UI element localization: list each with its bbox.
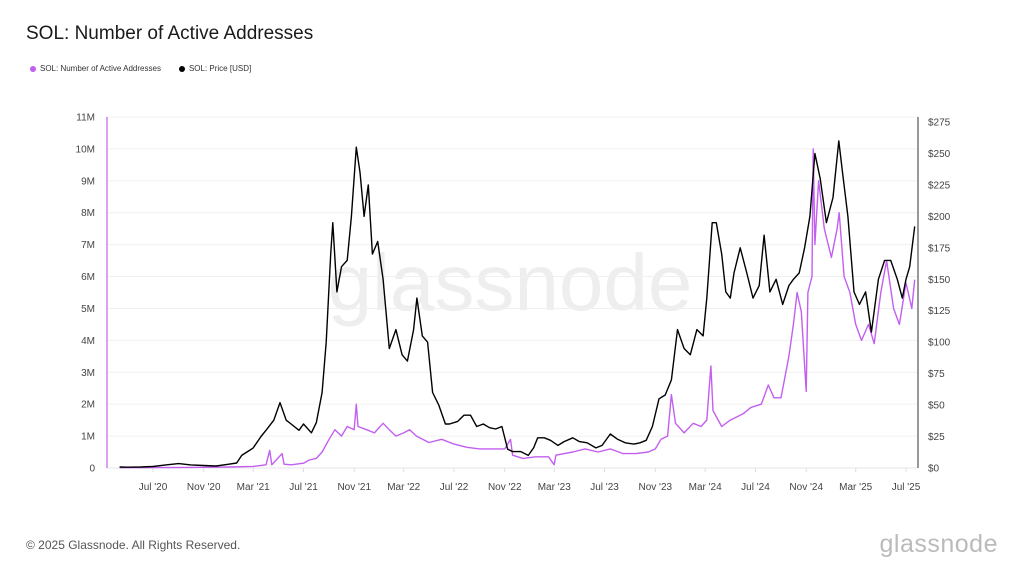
y-left-tick-label: 6M bbox=[81, 272, 95, 283]
series-price-line bbox=[119, 140, 916, 468]
x-tick-label: Nov '24 bbox=[789, 482, 823, 493]
y-left-tick-label: 3M bbox=[81, 368, 95, 379]
x-tick-label: Mar '24 bbox=[689, 482, 722, 493]
copyright: © 2025 Glassnode. All Rights Reserved. bbox=[26, 538, 241, 552]
legend-label: SOL: Number of Active Addresses bbox=[40, 64, 161, 73]
x-tick-label: Jul '20 bbox=[139, 482, 168, 493]
x-tick-label: Jul '23 bbox=[590, 482, 619, 493]
y-right-tick-label: $50 bbox=[928, 401, 945, 412]
brand-logo: glassnode bbox=[879, 530, 998, 558]
y-left-tick-label: 0 bbox=[89, 464, 95, 475]
x-tick-label: Jul '21 bbox=[289, 482, 318, 493]
x-tick-label: Mar '22 bbox=[387, 482, 420, 493]
y-left-tick-label: 1M bbox=[81, 432, 95, 443]
legend-dot-icon bbox=[30, 65, 36, 72]
y-right-tick-label: $200 bbox=[928, 212, 951, 223]
y-right-tick-label: $0 bbox=[928, 464, 940, 475]
x-tick-label: Mar '25 bbox=[839, 482, 872, 493]
y-left-tick-label: 11M bbox=[76, 113, 95, 124]
y-left-tick-label: 7M bbox=[81, 240, 95, 251]
x-tick-label: Mar '23 bbox=[538, 482, 571, 493]
legend-label: SOL: Price [USD] bbox=[188, 64, 252, 73]
x-tick-label: Mar '21 bbox=[237, 482, 270, 493]
y-right-tick-label: $125 bbox=[928, 306, 951, 317]
y-left-tick-label: 10M bbox=[76, 144, 95, 155]
y-right-tick-label: $150 bbox=[928, 275, 951, 286]
x-tick-label: Nov '21 bbox=[337, 482, 371, 493]
y-right-tick-label: $225 bbox=[928, 180, 951, 191]
page-title: SOL: Number of Active Addresses bbox=[26, 23, 314, 44]
x-tick-label: Nov '22 bbox=[488, 482, 522, 493]
series-active-addresses-line bbox=[119, 148, 916, 469]
y-right-tick-label: $75 bbox=[928, 369, 945, 380]
y-left-tick-label: 9M bbox=[81, 176, 95, 187]
x-tick-label: Jul '22 bbox=[440, 482, 469, 493]
x-tick-label: Jul '25 bbox=[892, 482, 921, 493]
watermark: glassnode bbox=[328, 238, 693, 327]
legend-item-active-addresses[interactable]: SOL: Number of Active Addresses bbox=[30, 64, 161, 73]
y-right-tick-label: $100 bbox=[928, 338, 951, 349]
x-tick-label: Nov '20 bbox=[187, 482, 221, 493]
legend: SOL: Number of Active Addresses SOL: Pri… bbox=[30, 64, 251, 73]
y-left-tick-label: 5M bbox=[81, 304, 95, 315]
legend-item-price[interactable]: SOL: Price [USD] bbox=[178, 64, 252, 73]
y-left-tick-label: 4M bbox=[81, 336, 95, 347]
x-tick-label: Nov '23 bbox=[638, 482, 672, 493]
y-right-tick-label: $275 bbox=[928, 118, 951, 129]
y-right-tick-label: $25 bbox=[928, 432, 945, 443]
y-right-tick-label: $250 bbox=[928, 149, 951, 160]
y-left-tick-label: 8M bbox=[81, 208, 95, 219]
y-right-tick-label: $175 bbox=[928, 243, 951, 254]
legend-dot-icon bbox=[178, 65, 185, 72]
y-left-tick-label: 2M bbox=[81, 400, 95, 411]
x-tick-label: Jul '24 bbox=[741, 482, 770, 493]
